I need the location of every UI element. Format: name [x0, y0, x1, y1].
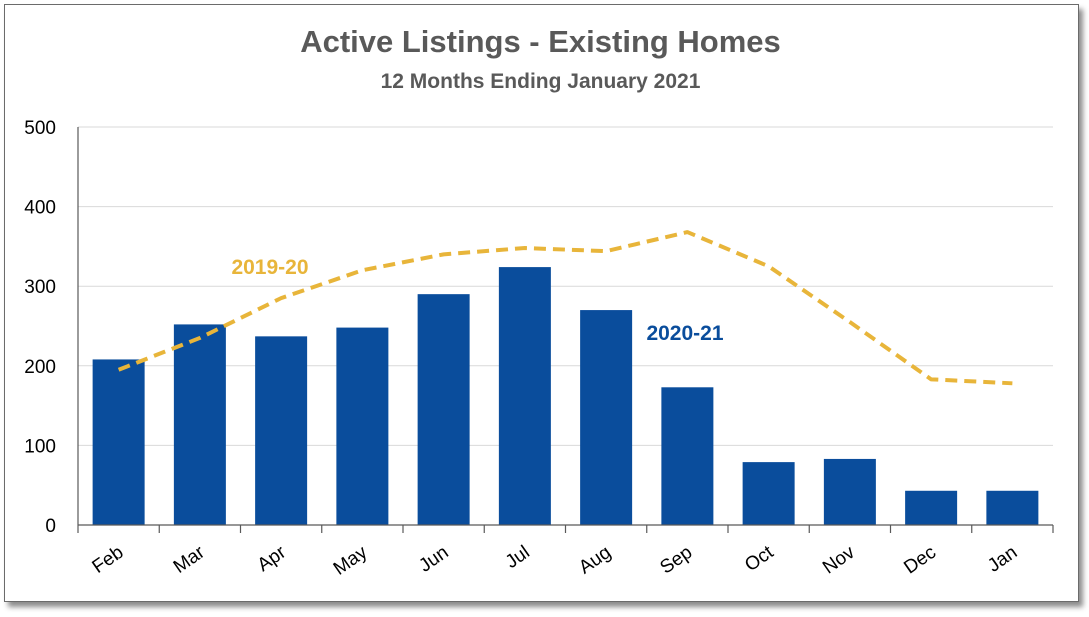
- x-tick-label: Mar: [170, 542, 209, 578]
- bar: [823, 458, 876, 525]
- bar: [417, 294, 470, 525]
- y-tick-label: 0: [45, 516, 56, 537]
- bar: [661, 387, 714, 525]
- bar: [580, 310, 633, 525]
- line-series-2019-20: [117, 230, 1013, 386]
- bar: [986, 490, 1039, 525]
- x-tick-label: Feb: [89, 542, 128, 578]
- x-tick-label: Oct: [741, 541, 778, 576]
- bar: [173, 324, 226, 525]
- x-tick-label: May: [330, 542, 372, 580]
- y-tick-label: 400: [24, 198, 56, 219]
- y-tick-label: 500: [24, 118, 56, 139]
- x-tick-label: Nov: [819, 542, 859, 579]
- series-label-2019-20: 2019-20: [231, 256, 308, 279]
- bar: [336, 327, 389, 525]
- x-tick-label: Apr: [254, 542, 291, 577]
- chart-title: Active Listings - Existing Homes: [300, 24, 781, 59]
- bar: [498, 267, 551, 525]
- x-tick-label: Jun: [415, 542, 452, 577]
- x-tick-label: Dec: [900, 542, 940, 579]
- bar: [742, 462, 795, 525]
- bar: [905, 490, 958, 525]
- y-tick-label: 100: [24, 436, 56, 457]
- y-tick-label: 300: [24, 277, 56, 298]
- x-tick-label: Aug: [575, 542, 615, 579]
- y-tick-label: 200: [24, 357, 56, 378]
- chart-subtitle: 12 Months Ending January 2021: [380, 70, 701, 93]
- bar: [92, 359, 145, 525]
- series-label-2020-21: 2020-21: [646, 322, 723, 345]
- x-tick-label: Sep: [657, 542, 697, 579]
- bar: [255, 336, 308, 525]
- x-tick-label: Jul: [502, 542, 534, 573]
- x-tick-label: Jan: [984, 542, 1021, 577]
